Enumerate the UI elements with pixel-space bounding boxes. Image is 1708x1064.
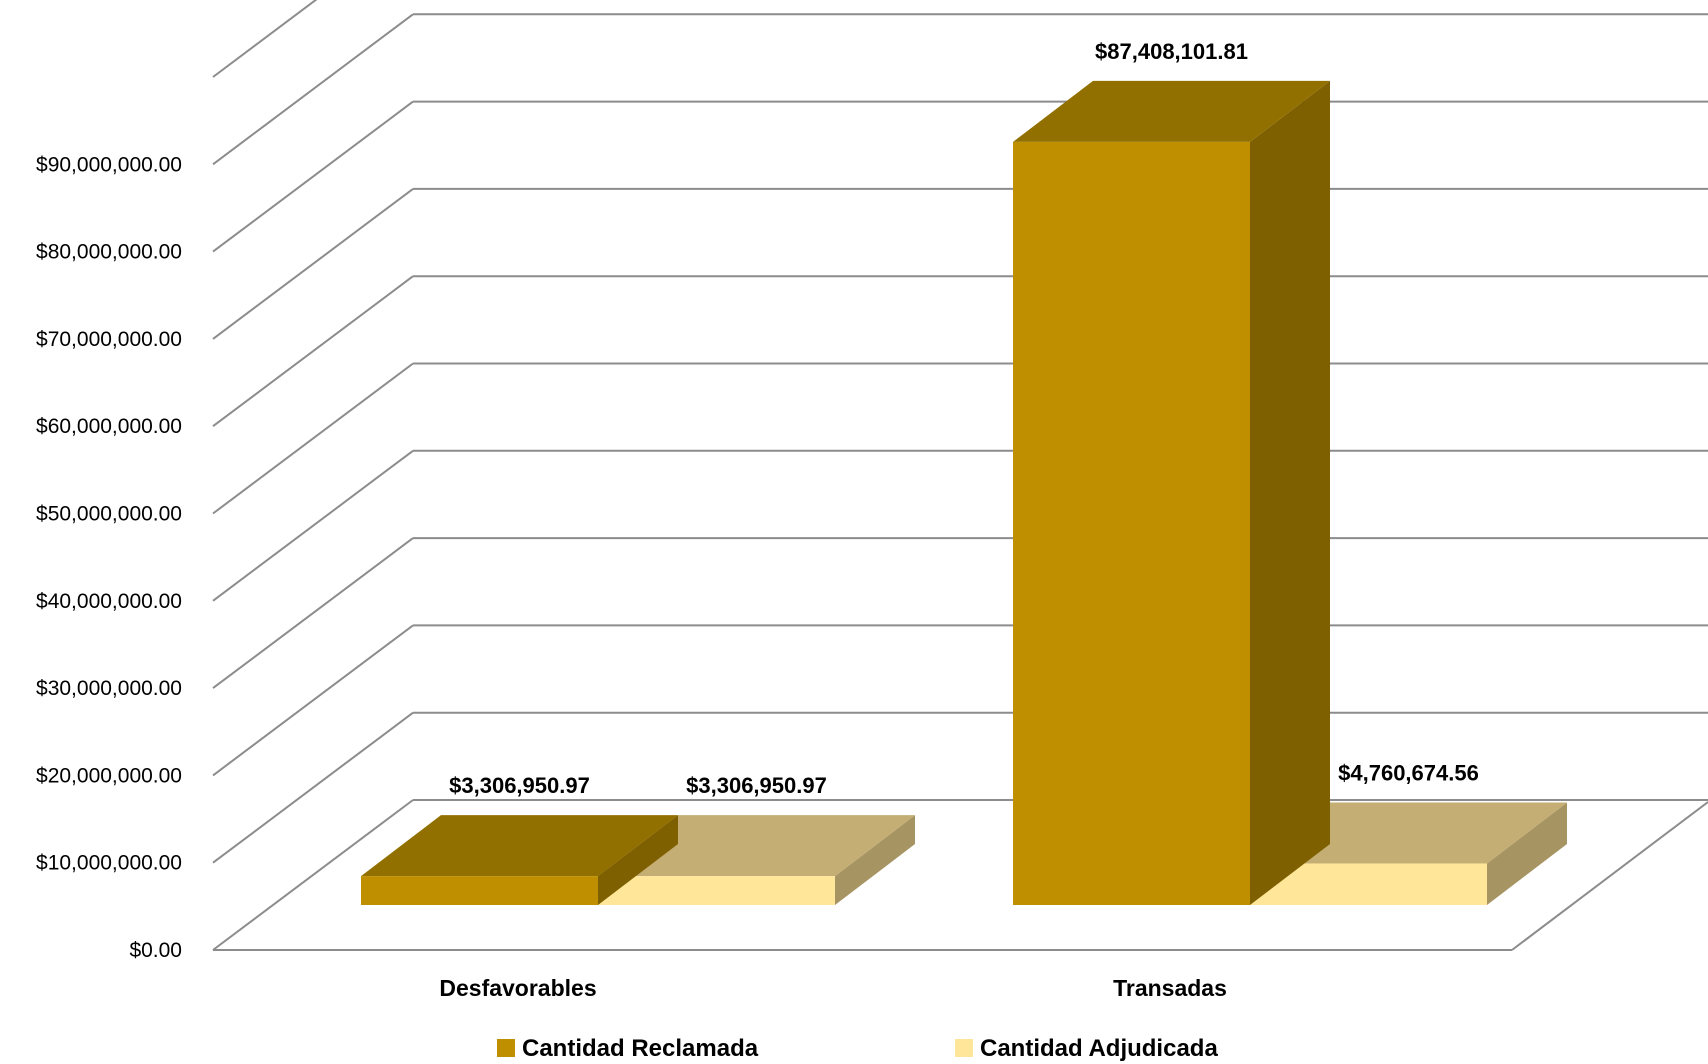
gridline-diagonal [212, 799, 414, 951]
y-tick-label: $40,000,000.00 [36, 590, 182, 613]
data-label: $4,760,674.56 [1338, 760, 1479, 785]
y-tick-label: $90,000,000.00 [36, 153, 182, 176]
legend: Cantidad Reclamada Cantidad Adjudicada [497, 1035, 1218, 1062]
legend-swatch [497, 1039, 515, 1057]
gridline-diagonal [212, 449, 414, 602]
bar-side [1250, 80, 1330, 906]
floor-right-edge [1511, 801, 1708, 951]
bar-top [361, 815, 678, 877]
gridline-diagonal [212, 188, 414, 340]
gridline-diagonal [212, 362, 414, 515]
gridline-diagonal [212, 537, 414, 689]
bars [361, 80, 1567, 906]
legend-label: Cantidad Reclamada [522, 1035, 759, 1062]
data-label: $3,306,950.97 [449, 773, 590, 798]
bar-top [1013, 80, 1330, 142]
y-tick-label: $10,000,000.00 [36, 852, 182, 875]
y-axis: $0.00 $10,000,000.00 $20,000,000.00 $30,000… [36, 153, 182, 962]
y-tick-label: $30,000,000.00 [36, 677, 182, 700]
legend-swatch [955, 1039, 973, 1057]
gridline-diagonal [212, 711, 414, 864]
data-labels: $4,760,674.56 $87,408,101.81 $3,306,950.97… [449, 39, 1479, 798]
gridline-diagonal [212, 275, 414, 428]
x-axis: Desfavorables Transadas [439, 975, 1227, 1001]
data-label: $87,408,101.81 [1095, 39, 1248, 64]
y-tick-label: $60,000,000.00 [36, 415, 182, 438]
bar [1013, 141, 1250, 906]
y-tick-label: $50,000,000.00 [36, 503, 182, 526]
x-tick-label: Transadas [1113, 975, 1227, 1001]
legend-label: Cantidad Adjudicada [980, 1035, 1218, 1062]
gridline-diagonal [212, 100, 414, 253]
gridline-diagonal [212, 0, 318, 78]
y-tick-label: $80,000,000.00 [36, 241, 182, 264]
y-tick-label: $70,000,000.00 [36, 328, 182, 351]
gridline-diagonal [212, 624, 414, 777]
y-tick-label: $0.00 [129, 939, 182, 962]
bar [361, 876, 598, 905]
data-label: $3,306,950.97 [686, 773, 827, 798]
bar [598, 876, 835, 905]
bar-side [835, 815, 915, 905]
bar-side [1487, 802, 1567, 905]
x-tick-label: Desfavorables [439, 975, 596, 1001]
bar-side [598, 815, 678, 905]
gridline-diagonal [212, 13, 414, 166]
y-tick-label: $20,000,000.00 [36, 764, 182, 787]
